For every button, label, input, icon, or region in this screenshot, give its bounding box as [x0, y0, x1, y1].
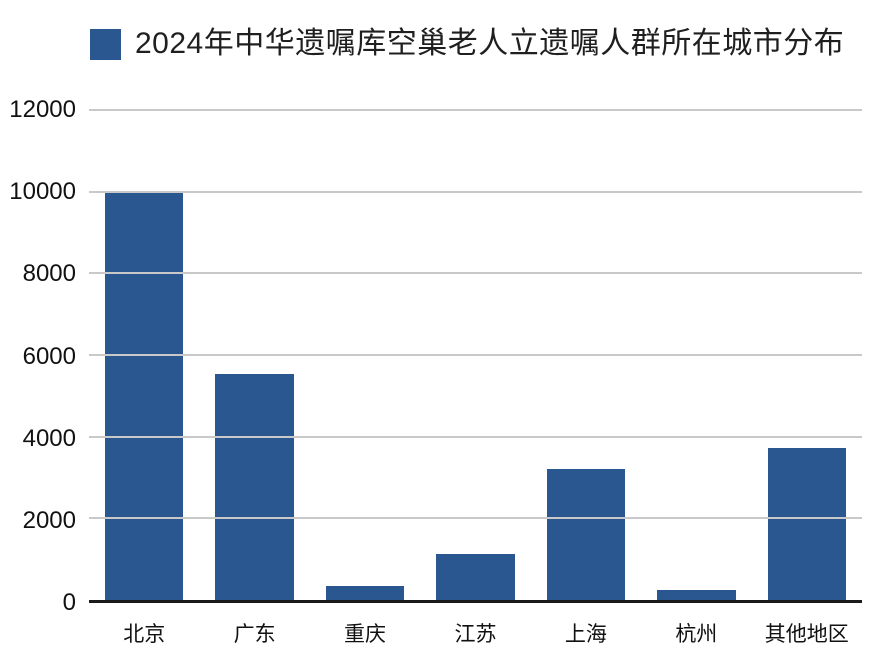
x-tick-label-北京: 北京: [123, 623, 166, 646]
gridline-10000: [89, 190, 862, 193]
chart-legend: 2024年中华遗嘱库空巢老人立遗嘱人群所在城市分布: [90, 26, 844, 62]
bar-slot: [531, 110, 641, 600]
bar-重庆: [325, 585, 405, 600]
chart-title: 2024年中华遗嘱库空巢老人立遗嘱人群所在城市分布: [135, 27, 845, 60]
x-tick-label-其他地区: 其他地区: [764, 623, 849, 646]
gridline-8000: [89, 272, 862, 275]
gridline-6000: [89, 354, 862, 356]
y-axis: 0 2000 4000 6000 8000 10000 12000: [0, 96, 76, 616]
y-tick-label-6000: 6000: [22, 342, 76, 370]
bar-series: [89, 110, 862, 600]
y-tick-label-4000: 4000: [22, 424, 76, 452]
gridline-2000: [89, 517, 862, 520]
x-tick-label-杭州: 杭州: [675, 623, 718, 646]
gridline-4000: [89, 435, 862, 438]
bar-北京: [105, 192, 184, 600]
bar-杭州: [657, 590, 736, 600]
bar-slot: [199, 110, 309, 600]
bar-slot: [89, 110, 199, 600]
x-tick-label-江苏: 江苏: [454, 623, 497, 646]
bar-slot: [641, 110, 751, 600]
y-tick-label-10000: 10000: [9, 178, 76, 206]
bar-slot: [310, 110, 420, 600]
bar-slot: [420, 110, 530, 600]
gridline-12000: [89, 109, 862, 111]
y-tick-label-0: 0: [62, 589, 76, 616]
bar-上海: [546, 469, 626, 600]
y-tick-label-8000: 8000: [22, 260, 76, 288]
bar-其他地区: [767, 448, 846, 600]
x-axis: 北京 广东 重庆 江苏 上海 杭州 其他地区: [89, 618, 862, 648]
x-tick-label-上海: 上海: [564, 623, 607, 646]
legend-swatch: [90, 28, 121, 60]
y-tick-label-12000: 12000: [9, 96, 76, 123]
bar-江苏: [436, 553, 515, 600]
bar-广东: [215, 374, 294, 600]
x-tick-label-广东: 广东: [233, 623, 276, 646]
x-tick-label-重庆: 重庆: [344, 623, 387, 646]
bar-slot: [752, 110, 862, 600]
y-tick-label-2000: 2000: [22, 506, 76, 534]
plot-area: [89, 109, 862, 603]
